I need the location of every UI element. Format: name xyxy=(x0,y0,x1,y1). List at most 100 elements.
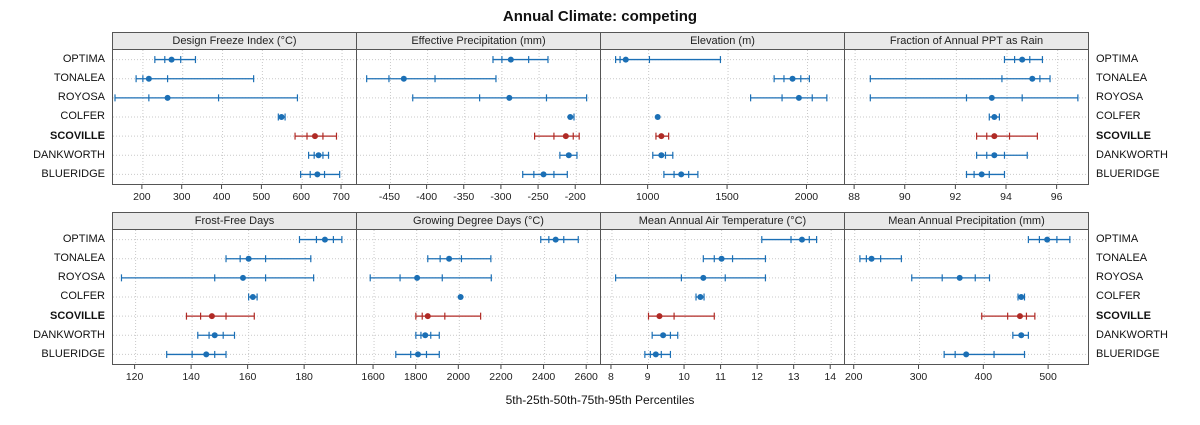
axis-tick-label: 140 xyxy=(182,371,200,383)
axis-ticks: 200 300 400 500 600 700 xyxy=(133,185,350,203)
site-label: OPTIMA xyxy=(1096,233,1139,245)
panel: Frost-Free Days xyxy=(112,212,357,365)
site-label: SCOVILLE xyxy=(1096,129,1152,142)
axis-tick-label: 92 xyxy=(950,191,962,203)
panel-plot xyxy=(357,50,600,184)
axis-band-2: 120 140 160 180 1600 1800 2000 2200 2400 2600 8 9 10… xyxy=(0,365,1200,385)
site-label: ROYOSA xyxy=(1096,271,1144,284)
axis-ticks: 120 140 160 180 xyxy=(126,365,313,383)
axis-tick-label: 1600 xyxy=(361,371,385,383)
site-label: BLUERIDGE xyxy=(41,167,105,180)
axis-tick-label: 14 xyxy=(824,371,836,383)
axis-band-1: 200 300 400 500 600 700 -450 -400 -350 -300 -250 -2… xyxy=(0,185,1200,205)
panel-title: Mean Annual Precipitation (mm) xyxy=(845,213,1088,230)
axis-tick-label: 13 xyxy=(788,371,800,383)
panel-plot xyxy=(357,230,600,364)
chart-title: Annual Climate: competing xyxy=(502,8,698,25)
panel: Elevation (m) xyxy=(600,32,845,185)
site-label: TONALEA xyxy=(1096,252,1148,265)
axis-tick-label: 2400 xyxy=(532,371,556,383)
site-label: SCOVILLE xyxy=(49,309,105,322)
axis-tick-label: 96 xyxy=(1051,191,1063,203)
panel-axis: 1000 1500 2000 xyxy=(600,185,845,205)
axis-tick-label: -250 xyxy=(528,191,549,203)
axis-tick-label: 1000 xyxy=(636,191,660,203)
axis-tick-label: 94 xyxy=(1000,191,1012,203)
axis-tick-label: 2000 xyxy=(447,371,471,383)
axis-tick-label: 9 xyxy=(645,371,651,383)
axis-ticks: 1000 1500 2000 xyxy=(636,185,819,203)
panel-axis: 200 300 400 500 xyxy=(844,365,1089,385)
panel-title: Mean Annual Air Temperature (°C) xyxy=(601,213,844,230)
axis-tick-label: 160 xyxy=(239,371,257,383)
site-label: OPTIMA xyxy=(1096,53,1139,65)
panel-title: Elevation (m) xyxy=(601,33,844,50)
axis-tick-label: 1800 xyxy=(404,371,428,383)
axis-tick-label: 180 xyxy=(295,371,313,383)
axis-tick-label: 700 xyxy=(332,191,350,203)
axis-ticks: 1600 1800 2000 2200 2400 2600 xyxy=(361,365,599,383)
site-label: DANKWORTH xyxy=(1096,328,1168,341)
panel-axis: 200 300 400 500 600 700 xyxy=(112,185,357,205)
panel-plot xyxy=(845,230,1088,364)
trellis-chart: OPTIMA TONALEA ROYOSA COLFER SCOVILLE DANKWOR… xyxy=(0,32,1200,385)
site-label: TONALEA xyxy=(53,72,105,85)
site-label: BLUERIDGE xyxy=(41,347,105,360)
site-label: COLFER xyxy=(1096,110,1141,123)
panel: Effective Precipitation (mm) xyxy=(356,32,601,185)
site-labels-left: OPTIMA TONALEA ROYOSA COLFER SCOVILLE DANKWOR… xyxy=(0,212,112,365)
axis-tick-label: 120 xyxy=(126,371,144,383)
axis-tick-label: 200 xyxy=(133,191,151,203)
axis-ticks: -450 -400 -350 -300 -250 -200 xyxy=(379,185,586,203)
x-axis-caption: 5th-25th-50th-75th-95th Percentiles xyxy=(505,393,695,407)
panel-axis: 120 140 160 180 xyxy=(112,365,357,385)
panel: Mean Annual Precipitation (mm) xyxy=(844,212,1089,365)
axis-tick-label: 400 xyxy=(975,371,993,383)
panel-plot xyxy=(601,50,844,184)
site-labels-right: OPTIMA TONALEA ROYOSA COLFER SCOVILLE DANKWOR… xyxy=(1089,32,1197,185)
site-label: COLFER xyxy=(1096,290,1141,303)
axis-tick-label: 12 xyxy=(751,371,763,383)
axis-tick-label: 400 xyxy=(213,191,231,203)
axis-tick-label: 2000 xyxy=(795,191,819,203)
axis-ticks: 88 90 92 94 96 xyxy=(848,185,1063,203)
site-label: DANKWORTH xyxy=(33,148,105,161)
axis-tick-label: -300 xyxy=(490,191,511,203)
site-label: DANKWORTH xyxy=(1096,148,1168,161)
axis-tick-label: 1500 xyxy=(715,191,739,203)
panel-title: Fraction of Annual PPT as Rain xyxy=(845,33,1088,50)
site-label: TONALEA xyxy=(1096,72,1148,85)
axis-tick-label: 300 xyxy=(173,191,191,203)
axis-tick-label: 2600 xyxy=(575,371,599,383)
site-label: TONALEA xyxy=(53,252,105,265)
site-label: DANKWORTH xyxy=(33,328,105,341)
site-label: OPTIMA xyxy=(62,53,105,65)
panel-band-2: OPTIMA TONALEA ROYOSA COLFER SCOVILLE DANKWOR… xyxy=(0,212,1200,365)
axis-tick-label: -200 xyxy=(565,191,586,203)
axis-tick-label: 300 xyxy=(910,371,928,383)
site-labels-left: OPTIMA TONALEA ROYOSA COLFER SCOVILLE DANKWOR… xyxy=(0,32,112,185)
axis-tick-label: 200 xyxy=(845,371,863,383)
site-label: BLUERIDGE xyxy=(1096,167,1160,180)
site-labels-right: OPTIMA TONALEA ROYOSA COLFER SCOVILLE DANKWOR… xyxy=(1089,212,1197,365)
axis-ticks: 200 300 400 500 xyxy=(845,365,1057,383)
axis-tick-label: -350 xyxy=(453,191,474,203)
site-label: OPTIMA xyxy=(62,233,105,245)
panel-title: Growing Degree Days (°C) xyxy=(357,213,600,230)
panel-plot xyxy=(845,50,1088,184)
axis-tick-label: 2200 xyxy=(489,371,513,383)
panel-axis: -450 -400 -350 -300 -250 -200 xyxy=(356,185,601,205)
axis-tick-label: -400 xyxy=(416,191,437,203)
panel-title: Frost-Free Days xyxy=(113,213,356,230)
site-label: COLFER xyxy=(60,110,105,123)
axis-spacer-left xyxy=(0,185,112,205)
site-label: ROYOSA xyxy=(1096,91,1144,104)
panel-band-1: OPTIMA TONALEA ROYOSA COLFER SCOVILLE DANKWOR… xyxy=(0,32,1200,185)
axis-tick-label: 500 xyxy=(253,191,271,203)
axis-tick-label: 90 xyxy=(899,191,911,203)
panel: Fraction of Annual PPT as Rain xyxy=(844,32,1089,185)
axis-ticks: 8 9 10 11 12 13 14 xyxy=(608,365,836,383)
panel-plot xyxy=(601,230,844,364)
panel: Design Freeze Index (°C) xyxy=(112,32,357,185)
panel-title: Effective Precipitation (mm) xyxy=(357,33,600,50)
